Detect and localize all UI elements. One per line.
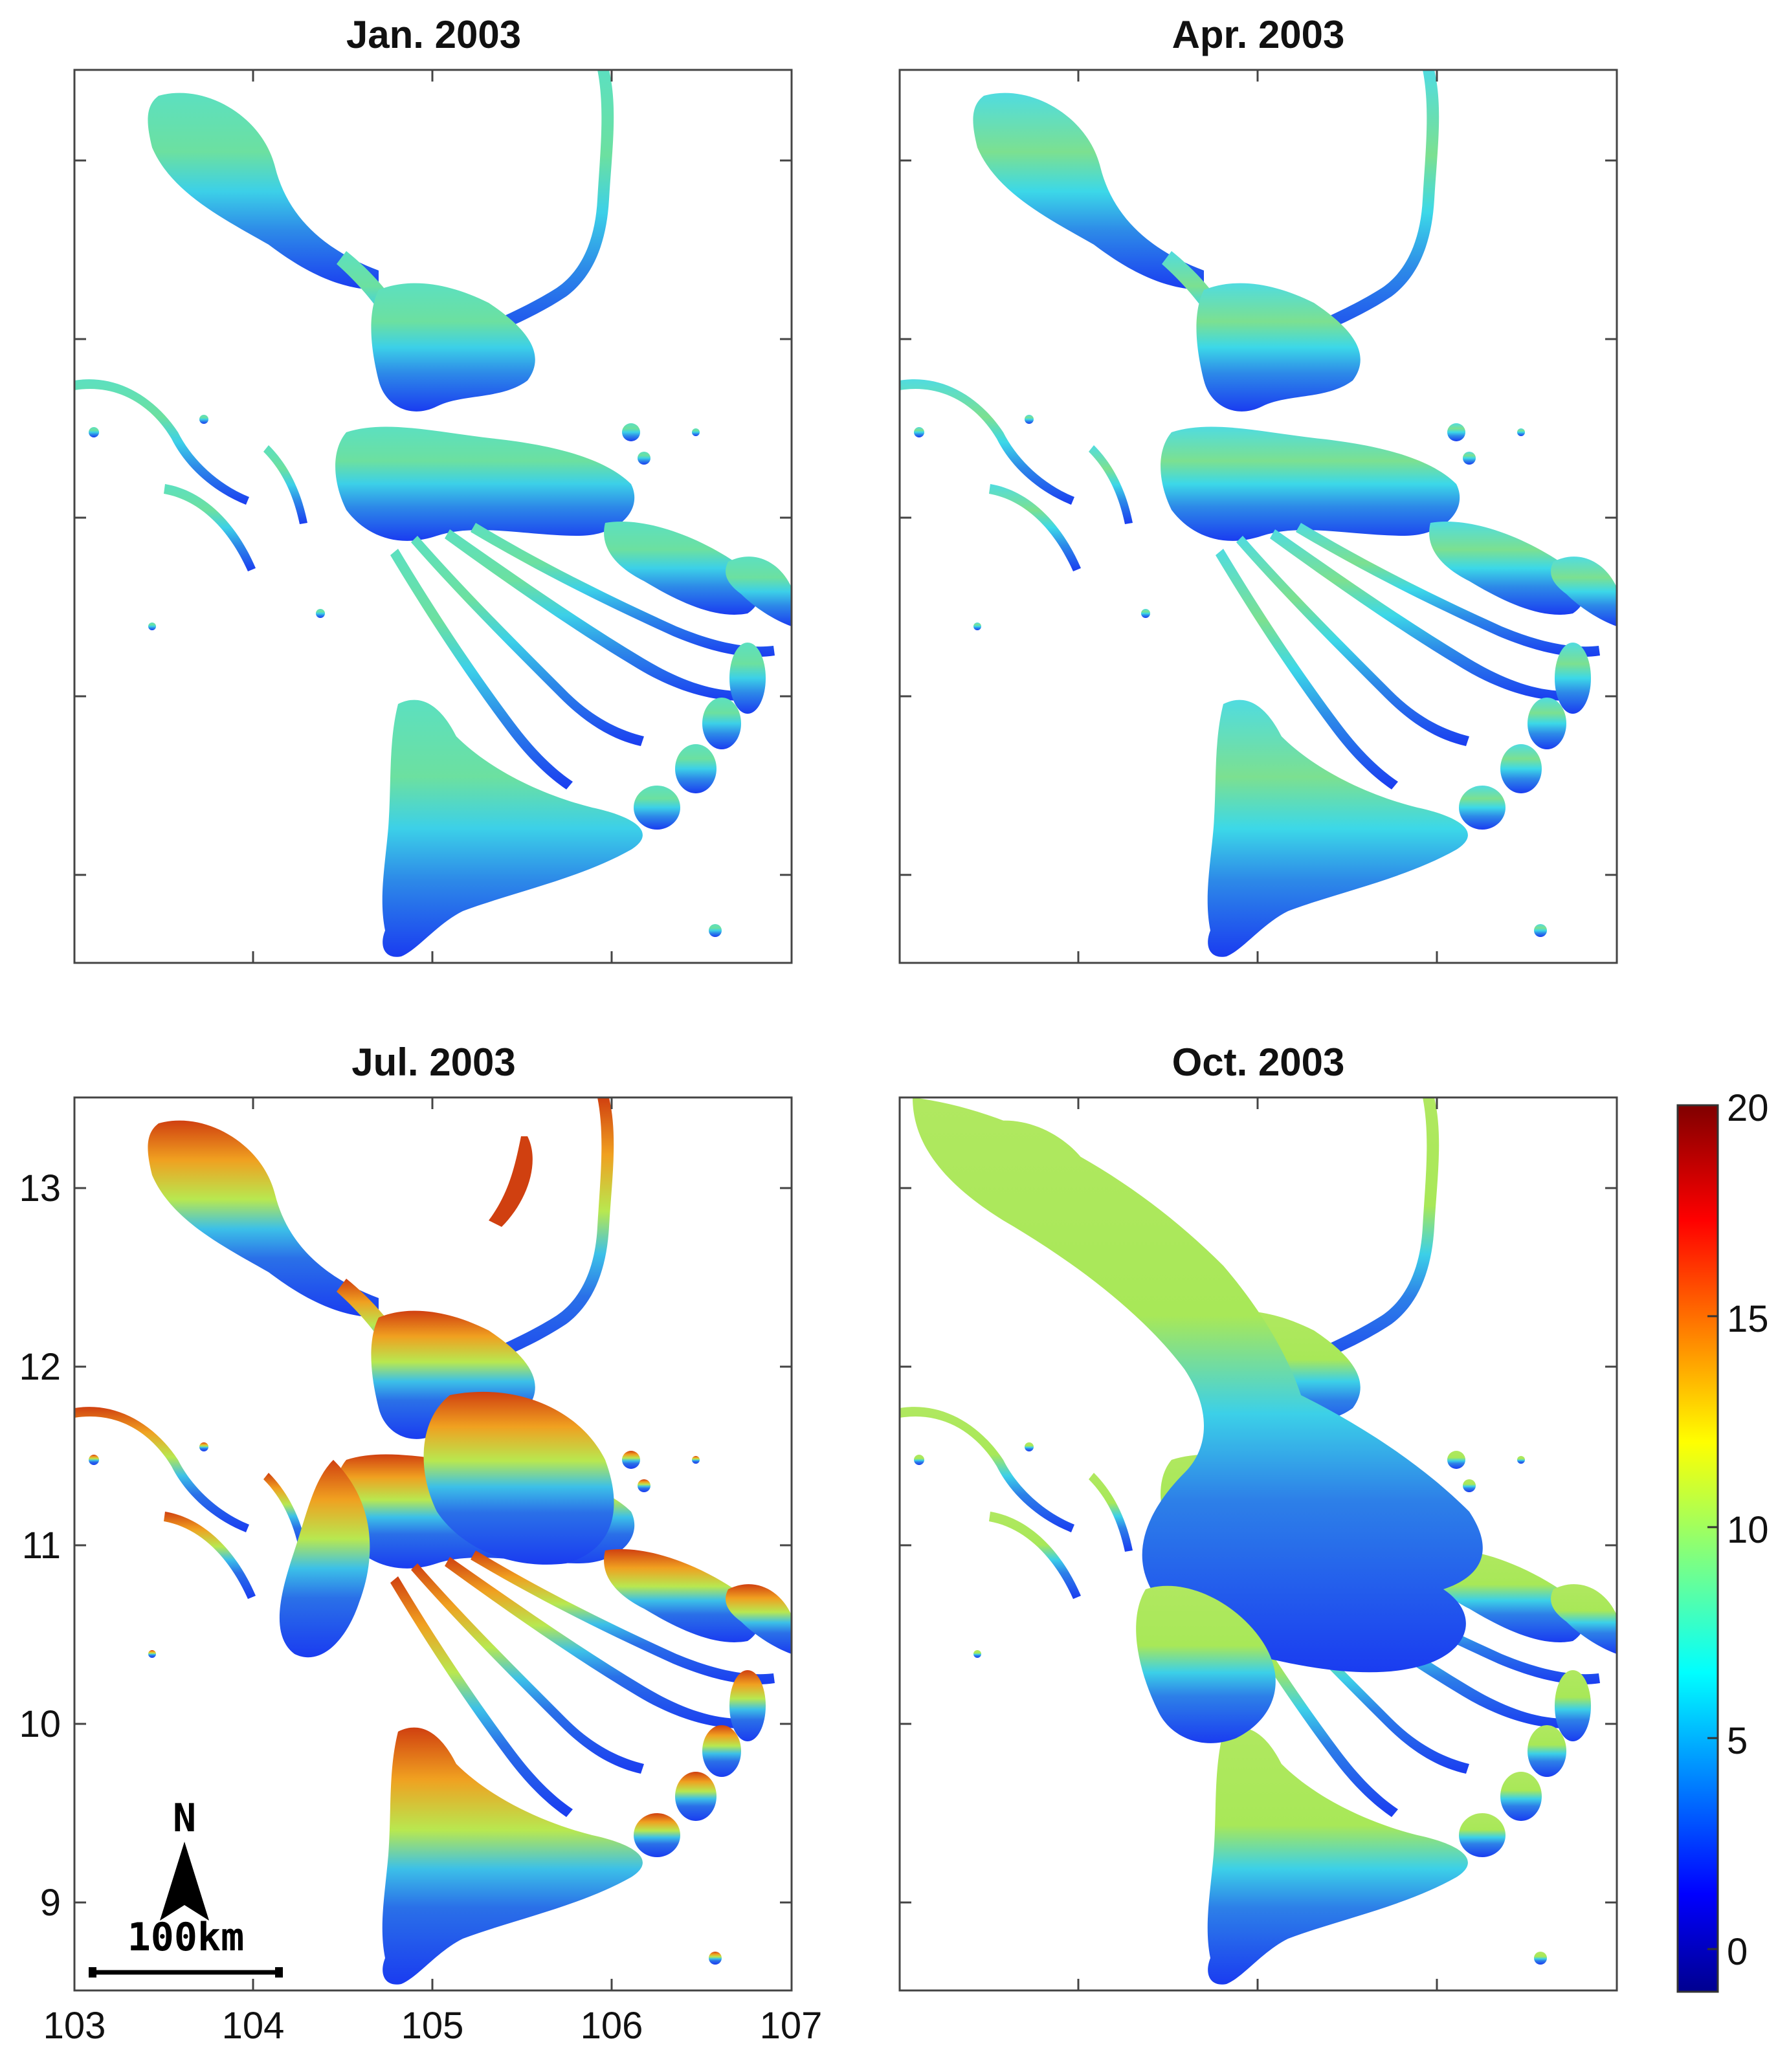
scale-label: 100km [128, 1915, 245, 1960]
panel-title: Apr. 2003 [1172, 13, 1345, 56]
tick-marks [900, 70, 1617, 963]
map-area [73, 69, 793, 964]
y-tick-label: 12 [19, 1346, 61, 1388]
panel-title: Jan. 2003 [346, 13, 521, 56]
colorbar-tick-label: 0 [1727, 1931, 1748, 1973]
panel-title: Jul. 2003 [351, 1041, 516, 1084]
y-tick-label: 13 [19, 1167, 61, 1209]
y-axis-labels: 13 12 11 10 9 [19, 1167, 61, 1924]
x-tick-label: 103 [43, 2005, 106, 2047]
tick-marks [900, 1097, 1617, 1990]
scale-bar: 100km [89, 1915, 283, 1978]
flood-extent [74, 1097, 792, 1985]
panel-oct: Oct. 2003 [898, 1041, 1618, 1992]
north-arrow: N [160, 1796, 209, 1921]
colorbar: 20 15 10 5 0 [1676, 1087, 1769, 1993]
y-tick-label: 10 [19, 1703, 61, 1745]
y-tick-label: 11 [22, 1525, 61, 1567]
x-tick-label: 107 [760, 2005, 823, 2047]
colorbar-tick-label: 5 [1727, 1720, 1748, 1762]
colorbar-ticks [1707, 1104, 1718, 1950]
panel-apr: Apr. 2003 [898, 13, 1618, 964]
map-area [898, 1096, 1618, 1992]
north-label: N [173, 1796, 196, 1841]
north-arrow-icon [160, 1842, 209, 1921]
colorbar-tick-label: 20 [1727, 1087, 1769, 1129]
panel-jul: Jul. 2003 N 100km [73, 1041, 793, 1992]
flood-extent [74, 70, 792, 957]
colorbar-tick-label: 15 [1727, 1298, 1769, 1340]
colorbar-tick-label: 10 [1727, 1509, 1769, 1551]
y-tick-label: 9 [40, 1882, 61, 1924]
tick-marks [74, 70, 792, 963]
map-area: N 100km [73, 1096, 793, 1992]
panel-title: Oct. 2003 [1172, 1041, 1345, 1084]
flood-extent [900, 1097, 1617, 1985]
x-tick-label: 104 [222, 2005, 285, 2047]
x-axis-labels: 103 104 105 106 107 [43, 2005, 823, 2047]
panel-jan: Jan. 2003 [73, 13, 793, 964]
map-area [898, 69, 1618, 964]
colorbar-scale [1676, 1104, 1719, 1993]
flood-extent [900, 70, 1617, 957]
tick-marks [74, 1097, 792, 1990]
x-tick-label: 105 [401, 2005, 464, 2047]
x-tick-label: 106 [581, 2005, 643, 2047]
